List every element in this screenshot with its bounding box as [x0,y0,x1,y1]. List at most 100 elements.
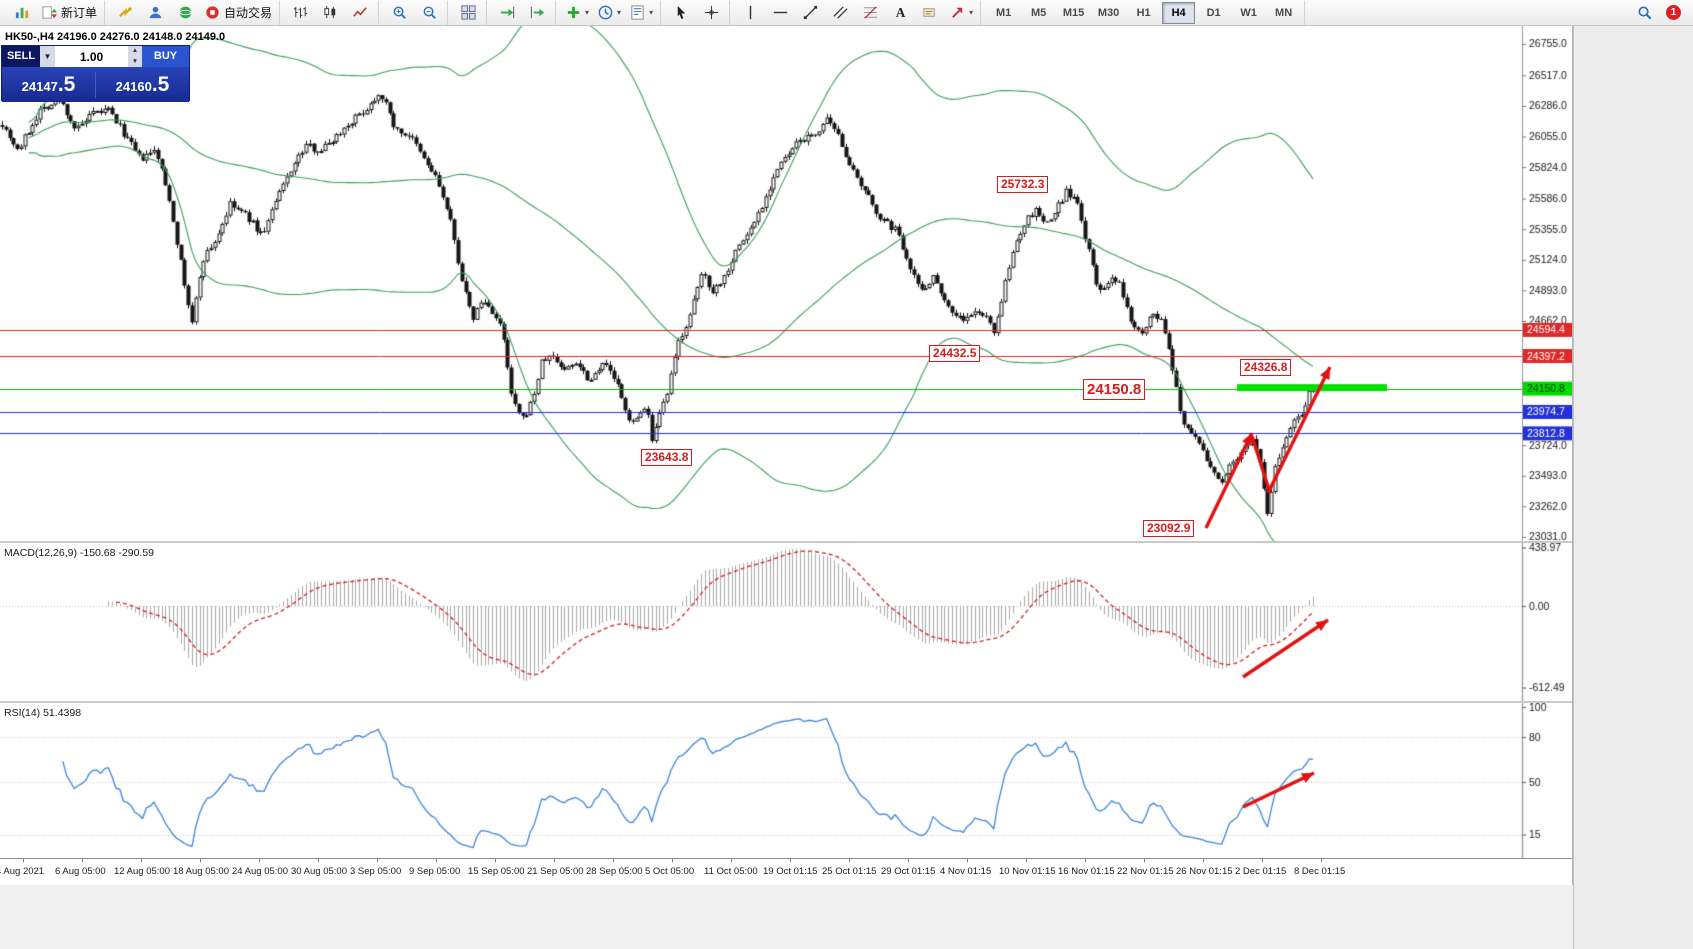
macd-canvas[interactable] [0,543,1572,701]
panel-divider[interactable] [0,701,1572,703]
search-button[interactable] [1629,1,1659,25]
auto-trading-icon [204,4,221,21]
text-label-tool-button[interactable] [915,1,945,25]
triangle-down-icon[interactable]: ▼ [40,46,55,67]
date-axis-label: 9 Sep 05:00 [409,866,461,877]
svg-text:A: A [895,5,905,20]
main-chart-canvas[interactable] [0,26,1572,541]
zoom-out-icon [421,4,438,21]
timeframe-mn[interactable]: MN [1275,6,1293,19]
date-axis-label: 3 Sep 05:00 [350,866,402,877]
vertical-line-button[interactable] [735,1,765,25]
auto-scroll-button[interactable] [492,1,522,25]
chevron-down-icon: ▾ [649,8,654,17]
price-divider [95,71,96,98]
candlestick-mode-button[interactable] [315,1,345,25]
timeframe-h4[interactable]: H4 [1162,1,1196,24]
buy-price[interactable]: 24160.5 [115,72,170,96]
timeframe-h1[interactable]: H1 [1136,6,1151,19]
templates-icon [629,4,646,21]
date-axis-label: 8 Dec 01:15 [1294,866,1346,877]
triangle-down-icon[interactable]: ▼ [131,57,139,65]
date-axis-label: 11 Oct 05:00 [704,866,758,877]
symbol-ohlc-info: HK50-,H4 24196.0 24276.0 24148.0 24149.0 [5,31,226,43]
toolbar-button-label: 新订单 [61,6,98,20]
date-axis-label: 29 Oct 01:15 [881,866,936,877]
sell-price[interactable]: 24147.5 [21,72,76,96]
price-annotation[interactable]: 25732.3 [997,176,1049,193]
quick-trade-button[interactable] [110,1,140,25]
price-annotation[interactable]: 23643.8 [641,449,693,466]
equidistant-channel-button[interactable] [825,1,855,25]
triangle-up-icon[interactable]: ▲ [131,47,139,54]
price-annotation[interactable]: 24326.8 [1240,359,1292,376]
chart-shift-button[interactable] [522,1,552,25]
date-axis-label: 4 Nov 01:15 [940,866,992,877]
timeframe-m1[interactable]: M1 [995,6,1012,19]
timeframe-m30[interactable]: M30 [1097,6,1120,19]
zoom-out-button[interactable] [414,1,444,25]
market-watch-button[interactable] [140,1,170,25]
sell-button[interactable]: SELL [2,46,40,67]
trendline-button[interactable] [795,1,825,25]
charts-button[interactable] [7,1,37,25]
periods-button[interactable]: ▾ [593,1,625,25]
timeframe-w1[interactable]: W1 [1240,6,1257,19]
panel-divider[interactable] [0,541,1572,543]
axis-tick [23,859,24,862]
price-annotation[interactable]: 24432.5 [929,345,981,362]
horizontal-line-icon [772,4,789,21]
axis-tick [1262,859,1263,862]
rsi-canvas[interactable] [0,703,1572,858]
indicators-button[interactable]: ▾ [561,1,593,25]
cursor-button[interactable] [666,1,696,25]
text-tool-button[interactable]: A [885,1,915,25]
date-axis: 4 Aug 2021 6 Aug 05:00 12 Aug 05:00 18 Aug … [0,858,1572,885]
timeframe-d1[interactable]: D1 [1206,6,1221,19]
axis-tick [200,859,201,862]
axis-tick [554,859,555,862]
tile-windows-button[interactable] [453,1,483,25]
new-order-button[interactable]: 新订单 [37,1,101,25]
price-annotation[interactable]: 23092.9 [1143,520,1195,537]
zoom-in-button[interactable] [384,1,414,25]
templates-button[interactable]: ▾ [625,1,657,25]
candlestick-icon [322,4,339,21]
axis-tick [141,859,142,862]
volume-spinner[interactable]: ▲ ▼ [128,46,142,67]
date-axis-label: 25 Oct 01:15 [822,866,877,877]
date-axis-label: 21 Sep 05:00 [527,866,584,877]
bar-chart-mode-button[interactable] [285,1,315,25]
date-axis-label: 15 Sep 05:00 [468,866,525,877]
volume-input[interactable] [55,46,128,67]
date-axis-label: 24 Aug 05:00 [232,866,288,877]
navigator-button[interactable] [170,1,200,25]
horizontal-line-button[interactable] [765,1,795,25]
crosshair-button[interactable] [696,1,726,25]
timeframe-m5[interactable]: M5 [1030,6,1047,19]
buy-button[interactable]: BUY [142,46,189,67]
workspace-background [0,885,1573,949]
fibonacci-retracement-button[interactable] [855,1,885,25]
notification-badge[interactable]: 1 [1666,5,1681,20]
tile-windows-icon [460,4,477,21]
search-icon [1636,4,1653,21]
toolbar-group-zoom [381,0,449,25]
macd-indicator-label: MACD(12,26,9) -150.68 -290.59 [4,547,154,559]
navigator-icon [177,4,194,21]
auto-scroll-icon [499,4,516,21]
axis-tick [790,859,791,862]
line-chart-mode-button[interactable] [345,1,375,25]
chevron-down-icon: ▾ [969,8,974,17]
price-annotation[interactable]: 24150.8 [1083,379,1146,400]
date-axis-label: 26 Nov 01:15 [1176,866,1233,877]
periods-icon [597,4,614,21]
axis-tick [1321,859,1322,862]
bar-chart-icon [292,4,309,21]
date-axis-label: 6 Aug 05:00 [55,866,106,877]
arrow-objects-button[interactable]: ▾ [945,1,977,25]
new-order-icon [41,4,58,21]
auto-trading-button[interactable]: 自动交易 [200,1,276,25]
rsi-indicator-label: RSI(14) 51.4398 [4,707,82,719]
timeframe-m15[interactable]: M15 [1062,6,1085,19]
